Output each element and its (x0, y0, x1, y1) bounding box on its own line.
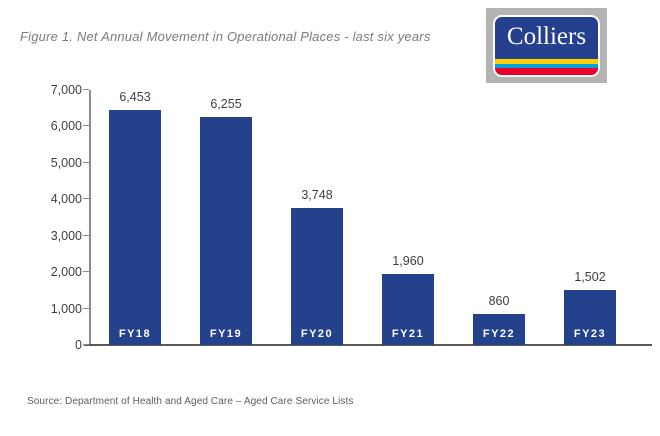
y-axis-tick (83, 198, 89, 200)
colliers-logo-text: Colliers (506, 23, 587, 50)
y-axis-tick (83, 161, 89, 163)
bar-value-label: 1,502 (574, 270, 606, 284)
y-axis-tick-label: 0 (75, 338, 82, 352)
bar-value-label: 1,960 (392, 254, 424, 268)
bar-fy22: FY22 (473, 314, 525, 345)
x-axis-line (84, 344, 652, 346)
bar-category-label: FY21 (391, 328, 425, 340)
y-axis-tick-label: 4,000 (50, 192, 82, 207)
y-axis-tick (83, 125, 89, 127)
y-axis-line (89, 90, 91, 345)
y-axis-tick (83, 89, 89, 90)
bar-category-label: FY22 (482, 328, 516, 340)
y-axis-tick (83, 344, 89, 345)
y-axis-tick-label: 7,000 (50, 83, 82, 97)
bar-fy21: FY21 (382, 274, 434, 345)
y-axis-tick-label: 5,000 (50, 155, 82, 170)
source-note: Source: Department of Health and Aged Ca… (27, 396, 354, 407)
bar-fy20: FY20 (291, 208, 343, 345)
bar-category-label: FY23 (573, 328, 607, 340)
bar-value-label: 3,748 (301, 188, 333, 202)
colliers-logo: Colliers (486, 8, 607, 83)
colliers-logo-badge: Colliers (493, 14, 600, 77)
bar-category-label: FY20 (300, 328, 334, 340)
bar-category-label: FY18 (118, 328, 152, 340)
y-axis-tick (83, 271, 89, 273)
y-axis-tick-label: 1,000 (50, 301, 82, 316)
y-axis-tick-label: 6,000 (50, 119, 82, 134)
logo-stripe-yellow (495, 58, 598, 64)
figure-title: Figure 1. Net Annual Movement in Operati… (20, 29, 431, 44)
logo-stripe-red (495, 67, 598, 75)
bar-fy18: FY18 (109, 110, 161, 345)
bar-value-label: 6,255 (210, 97, 242, 111)
bar-value-label: 6,453 (119, 90, 151, 104)
y-axis-tick-label: 3,000 (50, 228, 82, 243)
logo-stripe-cyan (495, 63, 598, 68)
y-axis-tick (83, 234, 89, 236)
bar-fy23: FY23 (564, 290, 616, 345)
y-axis-tick-label: 2,000 (50, 265, 82, 280)
bar-fy19: FY19 (200, 117, 252, 345)
bar-value-label: 860 (488, 294, 510, 308)
bar-category-label: FY19 (209, 328, 243, 340)
y-axis-tick (83, 307, 89, 309)
